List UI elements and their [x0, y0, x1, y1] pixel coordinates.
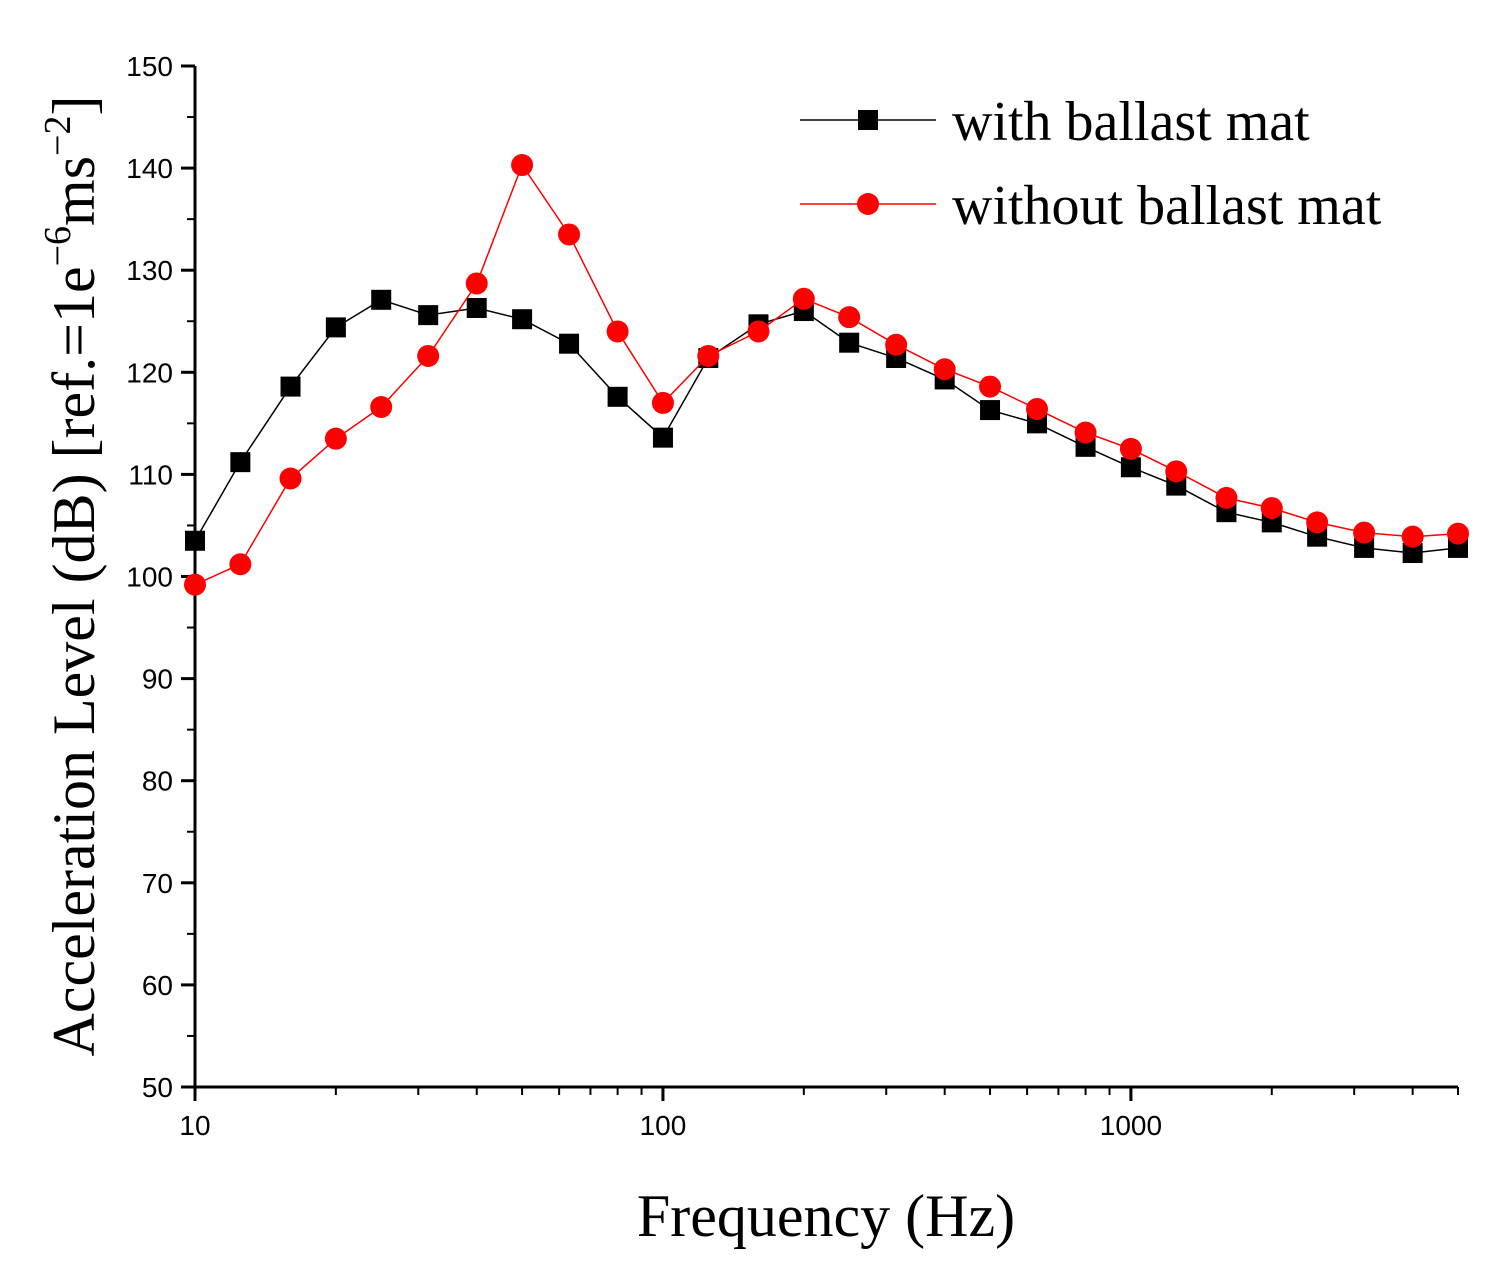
data-point	[839, 332, 860, 353]
data-point	[511, 154, 534, 177]
legend-entry: with ballast mat	[800, 91, 1310, 153]
data-point	[371, 289, 392, 310]
y-axis-title-mid: ms	[41, 156, 107, 226]
x-tick-label: 10	[179, 1110, 210, 1141]
data-point	[280, 376, 301, 397]
y-ticks: 50 60 70 80 90 100 110 120 130 140 150	[126, 51, 195, 1103]
y-tick-label: 140	[126, 153, 173, 184]
x-tick-label: 100	[640, 1110, 687, 1141]
y-tick-label: 60	[142, 970, 173, 1001]
series-layer	[184, 154, 1469, 596]
y-axis-title-end: ]	[41, 96, 107, 116]
y-tick-label: 150	[126, 51, 173, 82]
data-point	[1026, 398, 1049, 421]
series-line	[194, 163, 1459, 586]
data-point	[512, 309, 533, 330]
data-point	[1354, 537, 1375, 558]
x-axis-title: Frequency (Hz)	[637, 1183, 1015, 1249]
data-point	[1120, 457, 1141, 478]
data-point	[1165, 460, 1188, 483]
y-axis-title-exp1: −6	[37, 226, 79, 266]
data-point	[1353, 521, 1376, 544]
y-tick-label: 130	[126, 255, 173, 286]
legend-label: with ballast mat	[952, 91, 1310, 153]
y-axis-title: Acceleration Level (dB) [ref.=1e−6ms−2]	[37, 96, 107, 1057]
data-point	[1306, 511, 1329, 534]
legend-marker	[857, 193, 879, 215]
x-tick-label: 1000	[1100, 1110, 1162, 1141]
data-point	[324, 427, 347, 450]
series-with-ballast-mat	[185, 289, 1468, 564]
data-point	[1215, 486, 1238, 509]
data-point	[652, 427, 673, 448]
y-tick-label: 120	[126, 357, 173, 388]
data-point	[370, 396, 393, 419]
y-tick-label: 80	[142, 766, 173, 797]
data-point	[1401, 525, 1424, 548]
data-point	[325, 317, 346, 338]
data-point	[465, 272, 488, 295]
data-point	[558, 223, 581, 246]
data-point	[979, 375, 1002, 398]
data-point	[933, 358, 956, 381]
data-point	[838, 306, 861, 329]
data-point	[980, 400, 1001, 421]
data-point	[279, 467, 302, 490]
legend: with ballast mat without ballast mat	[800, 91, 1382, 237]
data-point	[417, 344, 440, 367]
legend-marker	[858, 110, 878, 130]
y-tick-label: 110	[128, 459, 173, 490]
data-point	[1402, 543, 1423, 564]
y-axis-title-main: Acceleration Level (dB) [ref.=1e	[41, 266, 107, 1056]
data-point	[1260, 497, 1283, 520]
data-point	[418, 305, 439, 326]
data-point	[607, 386, 628, 407]
data-point	[606, 320, 629, 343]
y-tick-label: 50	[142, 1072, 173, 1103]
y-tick-label: 70	[142, 868, 173, 899]
data-point	[230, 452, 251, 473]
data-point	[1447, 522, 1469, 545]
data-point	[792, 287, 815, 310]
data-point	[559, 333, 580, 354]
x-ticks: 10 100 1000	[179, 1087, 1459, 1141]
legend-entry: without ballast mat	[800, 175, 1382, 237]
data-point	[1119, 437, 1142, 460]
data-point	[184, 573, 206, 596]
data-point	[466, 297, 487, 318]
y-axis-title-exp2: −2	[37, 116, 79, 156]
data-point	[1074, 421, 1097, 444]
data-point	[229, 553, 252, 576]
data-point	[747, 320, 770, 343]
legend-label: without ballast mat	[952, 175, 1382, 237]
y-tick-label: 100	[126, 562, 173, 593]
data-point	[651, 391, 674, 414]
data-point	[885, 333, 908, 356]
data-point	[185, 530, 205, 551]
data-point	[697, 344, 720, 367]
series-without-ballast-mat	[184, 154, 1469, 596]
series-line	[194, 298, 1459, 554]
y-tick-label: 90	[142, 664, 173, 695]
